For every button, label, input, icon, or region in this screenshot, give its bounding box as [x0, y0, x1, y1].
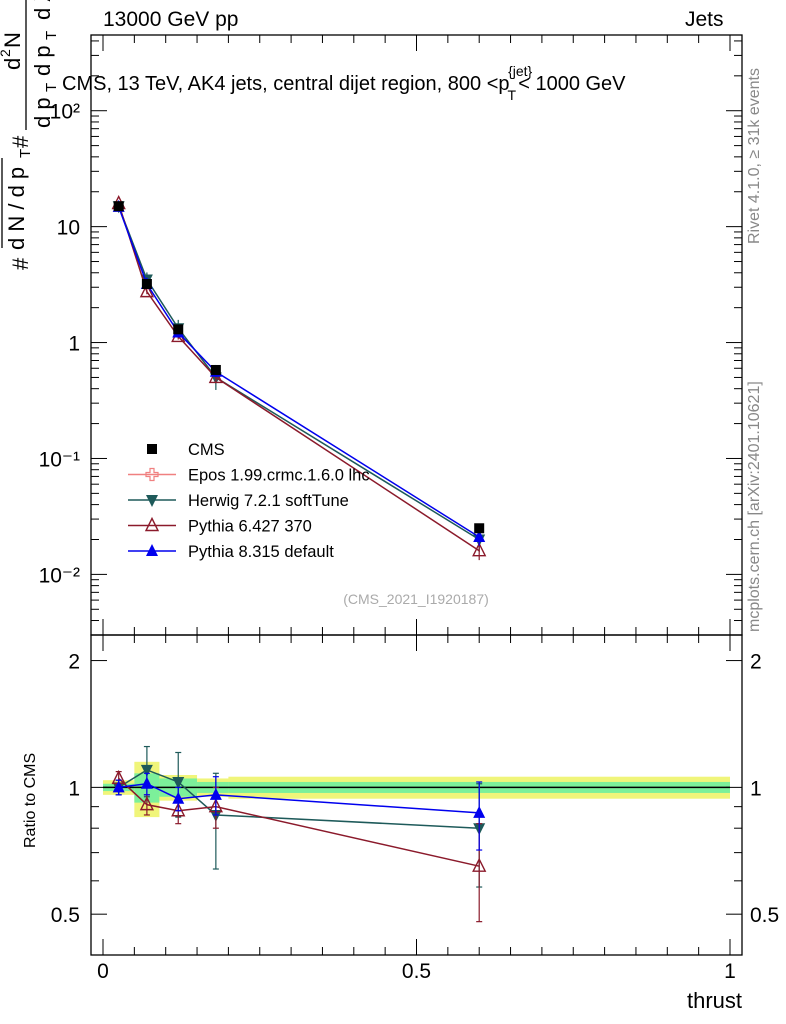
- x-tick-label: 0.5: [402, 960, 431, 983]
- ratio-series-marker: [139, 796, 155, 811]
- svg-text:T: T: [43, 31, 60, 40]
- main-series-marker: [473, 530, 486, 543]
- y-tick-label-main: 1: [68, 333, 80, 356]
- ratio-series-marker: [140, 776, 153, 789]
- main-series-marker: [139, 283, 155, 298]
- x-axis-label: thrust: [687, 988, 742, 1013]
- ratio-series-marker: [172, 776, 185, 789]
- svg-text:2: 2: [0, 49, 13, 57]
- category-label: Jets: [685, 8, 724, 31]
- main-y-axis-label: # d N / d p T 1 # d p T d p T d λ d 2 N: [0, 0, 60, 270]
- svg-text:T: T: [17, 149, 34, 158]
- ratio-series-marker: [172, 791, 185, 804]
- ratio-series-marker: [473, 805, 486, 818]
- ratio-y-tick-label-left: 1: [68, 777, 80, 800]
- legend-marker: [145, 467, 159, 482]
- cms-data-point: [474, 523, 485, 534]
- y-tick-label-main: 10²: [50, 101, 80, 124]
- legend-label: Pythia 8.315 default: [188, 543, 334, 561]
- ratio-y-tick-label-right: 2: [750, 651, 762, 674]
- cms-data-point: [141, 278, 152, 289]
- svg-text:d λ: d λ: [30, 0, 55, 20]
- ratio-series-marker: [209, 787, 222, 800]
- main-series-line: [117, 205, 480, 541]
- legend-marker: [146, 544, 158, 556]
- legend-marker: [144, 516, 160, 532]
- svg-text:d N / d p: d N / d p: [4, 167, 29, 250]
- ratio-series-marker: [112, 780, 125, 793]
- legend-label: Epos 1.99.crmc.1.6.0 lhc: [188, 467, 370, 485]
- chart-title: CMS, 13 TeV, AK4 jets, central dijet reg…: [62, 63, 626, 103]
- svg-text:N: N: [0, 32, 25, 48]
- cms-data-point: [113, 201, 124, 212]
- legend-label: CMS: [188, 441, 225, 459]
- ratio-y-tick-label-right: 1: [750, 777, 762, 800]
- ratio-series-marker: [472, 857, 487, 872]
- main-series-marker: [472, 542, 487, 557]
- svg-text:d p: d p: [30, 45, 55, 76]
- svg-text:#: #: [8, 135, 33, 148]
- ratio-y-tick-label-right: 0.5: [750, 904, 779, 927]
- cms-data-point: [173, 324, 184, 335]
- cms-data-point: [210, 364, 221, 375]
- ratio-y-tick-label-left: 2: [68, 651, 80, 674]
- x-tick-label: 1: [724, 960, 736, 983]
- y-tick-label-main: 10: [57, 217, 80, 240]
- ratio-series-marker: [140, 764, 153, 777]
- legend-marker: [147, 444, 157, 454]
- y-tick-label-main: 10⁻¹: [39, 448, 80, 471]
- ratio-y-tick-label-left: 0.5: [51, 904, 80, 927]
- legend-label: Pythia 6.427 370: [188, 518, 312, 536]
- x-tick-label: 0: [97, 960, 109, 983]
- svg-text:#: #: [8, 257, 33, 270]
- svg-text:T: T: [43, 83, 60, 92]
- energy-label: 13000 GeV pp: [103, 8, 239, 31]
- svg-text:d: d: [0, 58, 25, 70]
- analysis-tag: (CMS_2021_I1920187): [343, 591, 489, 607]
- legend-marker: [146, 495, 158, 507]
- ratio-series-marker: [171, 802, 186, 817]
- svg-text:d p: d p: [30, 97, 55, 128]
- legend-label: Herwig 7.2.1 softTune: [188, 492, 349, 510]
- main-series-line: [117, 206, 480, 538]
- y-tick-label-main: 10⁻²: [39, 564, 80, 587]
